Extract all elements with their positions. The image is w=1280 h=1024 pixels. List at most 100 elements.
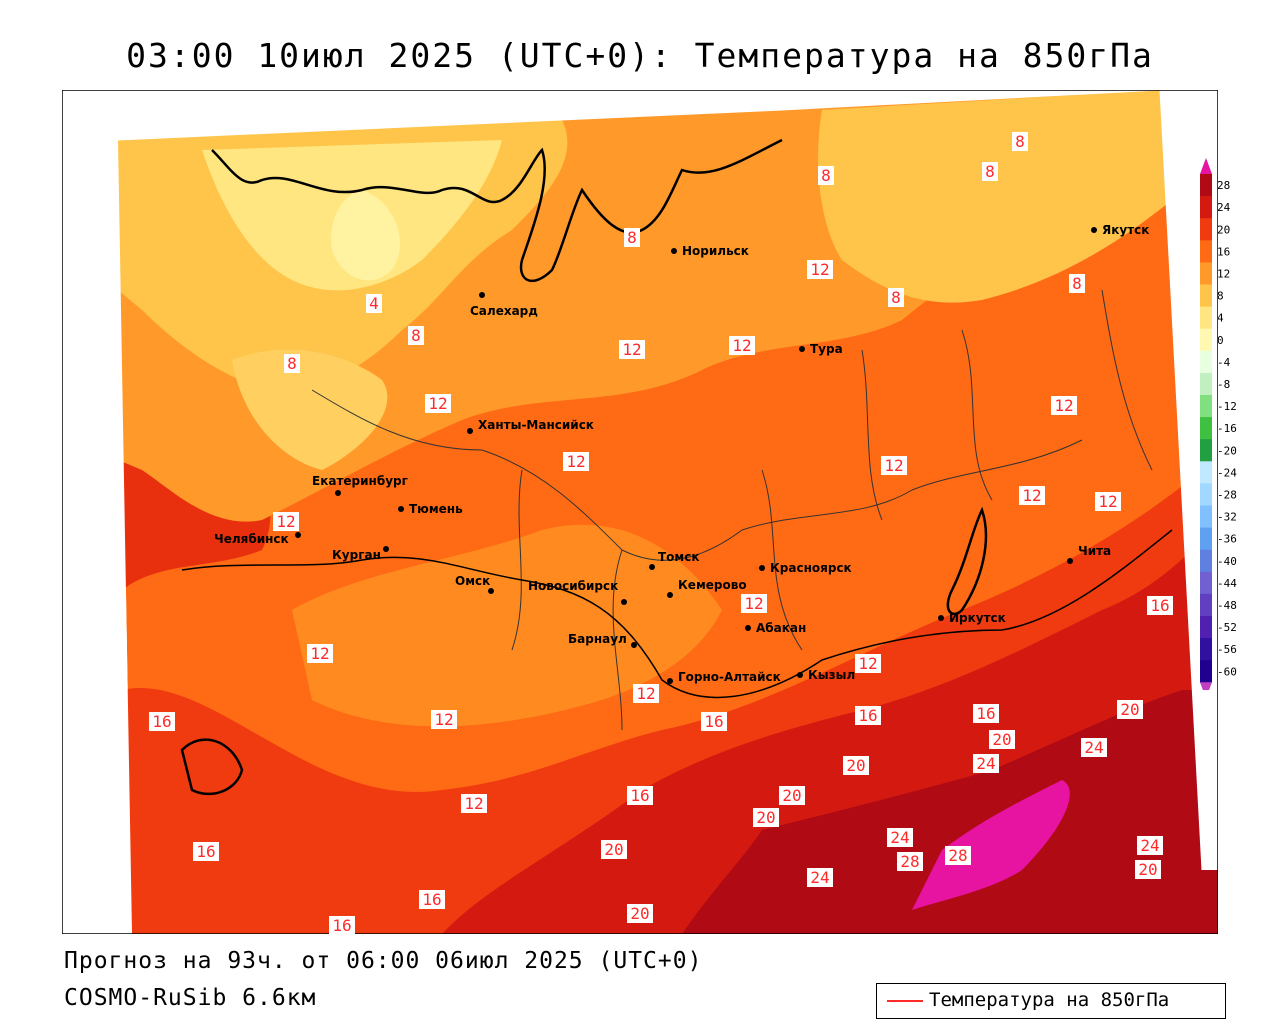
baikal-lake <box>946 506 988 616</box>
contour-label-box <box>149 712 175 731</box>
contour-label: 12 <box>732 336 751 355</box>
city-label: Екатеринбург <box>312 474 408 488</box>
city-dot <box>649 564 655 570</box>
city-label: Чита <box>1078 544 1111 558</box>
contour-label: 24 <box>890 828 909 847</box>
scale-cell <box>1200 549 1212 573</box>
city-label: Горно-Алтайск <box>678 670 781 684</box>
contour-label: 16 <box>152 712 171 731</box>
contour-label: 16 <box>858 706 877 725</box>
contour-label-box <box>624 228 640 247</box>
contour-label: 20 <box>846 756 865 775</box>
contour-label: 28 <box>948 846 967 865</box>
contour-label-box <box>419 890 445 909</box>
legend-box: Температура на 850гПа <box>876 983 1226 1019</box>
scale-cell <box>1200 571 1212 595</box>
city-label: Абакан <box>756 621 806 635</box>
scale-cell <box>1200 306 1212 330</box>
contour-label: 8 <box>1072 274 1082 293</box>
model-name: COSMO-RuSib 6.6км <box>64 985 317 1011</box>
scale-tick-label: 12 <box>1217 267 1230 280</box>
city-label: Новосибирск <box>528 579 618 593</box>
contour-label-box <box>273 512 299 531</box>
region-boundaries <box>311 289 1153 731</box>
contour-label-box <box>1069 274 1085 293</box>
city-dot <box>759 565 765 571</box>
contour-label: 8 <box>1015 132 1025 151</box>
scale-tick-label: -32 <box>1217 511 1237 524</box>
scale-cell <box>1200 417 1212 440</box>
contour-label: 16 <box>704 712 723 731</box>
contour-label-box <box>1147 596 1173 615</box>
contour-label-box <box>973 754 999 773</box>
city-label: Барнаул <box>568 632 627 646</box>
contour-label-box <box>701 712 727 731</box>
scale-cell <box>1200 372 1212 396</box>
city-label: Ханты-Мансийск <box>478 418 594 432</box>
contour-label-box <box>1135 860 1161 879</box>
contour-label: 20 <box>630 904 649 923</box>
contour-label-box <box>563 452 589 471</box>
outside-north <box>62 90 1160 140</box>
city-dot <box>938 615 944 621</box>
scale-cell <box>1200 174 1212 197</box>
city-dot <box>667 592 673 598</box>
scale-cell <box>1200 461 1212 484</box>
city-label: Якутск <box>1102 223 1149 237</box>
scale-tick-label: -20 <box>1217 444 1237 457</box>
city-dot <box>745 625 751 631</box>
city-label: Томск <box>658 550 700 564</box>
scale-tick-label: 24 <box>1217 201 1231 214</box>
scale-cell <box>1200 284 1212 308</box>
scale-cell <box>1200 262 1212 285</box>
southern-border <box>181 529 1173 699</box>
scale-tick-label: -60 <box>1217 665 1237 678</box>
contour-label-box <box>973 704 999 723</box>
contour-labels: 8 8 8 8 8 8 4 8 8 12 12 12 12 12 12 12 12 12 12 12 12 16 12 12 1… <box>149 132 1173 934</box>
city-dot <box>621 599 627 605</box>
contour-label: 12 <box>1098 492 1117 511</box>
scale-tick-label: -40 <box>1217 555 1237 568</box>
city-label: Тура <box>810 342 843 356</box>
contour-label: 8 <box>287 354 297 373</box>
contour-label: 12 <box>276 512 295 531</box>
legend-label: Температура на 850гПа <box>929 989 1170 1011</box>
contour-label: 12 <box>434 710 453 729</box>
contour-label-box <box>1019 486 1045 505</box>
city-label: Тюмень <box>409 502 463 516</box>
contour-label: 16 <box>422 890 441 909</box>
contour-label-box <box>741 594 767 613</box>
contour-label-box <box>601 840 627 859</box>
scale-tick-label: 28 <box>1217 179 1230 192</box>
contour-label-box <box>1081 738 1107 757</box>
contour-label: 20 <box>782 786 801 805</box>
contour-label: 12 <box>310 644 329 663</box>
scale-tick-label: -8 <box>1217 378 1230 391</box>
contour-label-box <box>1051 396 1077 415</box>
contour-label-box <box>818 166 834 185</box>
city-markers: Норильск Якутск Салехард Тура Ханты-Мансийск… <box>214 223 1149 684</box>
contour-label-box <box>329 916 355 934</box>
city-dot <box>1091 227 1097 233</box>
contour-label: 8 <box>985 162 995 181</box>
contour-label: 4 <box>369 294 379 313</box>
zone-28-plus <box>912 780 1070 910</box>
city-dot <box>1067 558 1073 564</box>
contour-label-box <box>1137 836 1163 855</box>
legend-line-swatch <box>887 1000 923 1002</box>
contour-label-box <box>307 644 333 663</box>
contour-label-box <box>888 288 904 307</box>
scale-tick-label: 20 <box>1217 223 1230 236</box>
zone-4-8-northeast <box>818 90 1172 303</box>
contour-label: 8 <box>891 288 901 307</box>
contour-label-box <box>855 706 881 725</box>
scale-tick-label: -28 <box>1217 488 1237 501</box>
contour-label-box <box>945 846 971 865</box>
scale-cell <box>1200 328 1212 352</box>
contour-label-box <box>1095 492 1121 511</box>
scale-tick-label: 16 <box>1217 245 1230 258</box>
scale-top-arrow <box>1200 158 1212 174</box>
contour-label: 20 <box>604 840 623 859</box>
contour-label: 12 <box>464 794 483 813</box>
forecast-info: Прогноз на 93ч. от 06:00 06июл 2025 (UTC… <box>64 948 703 974</box>
